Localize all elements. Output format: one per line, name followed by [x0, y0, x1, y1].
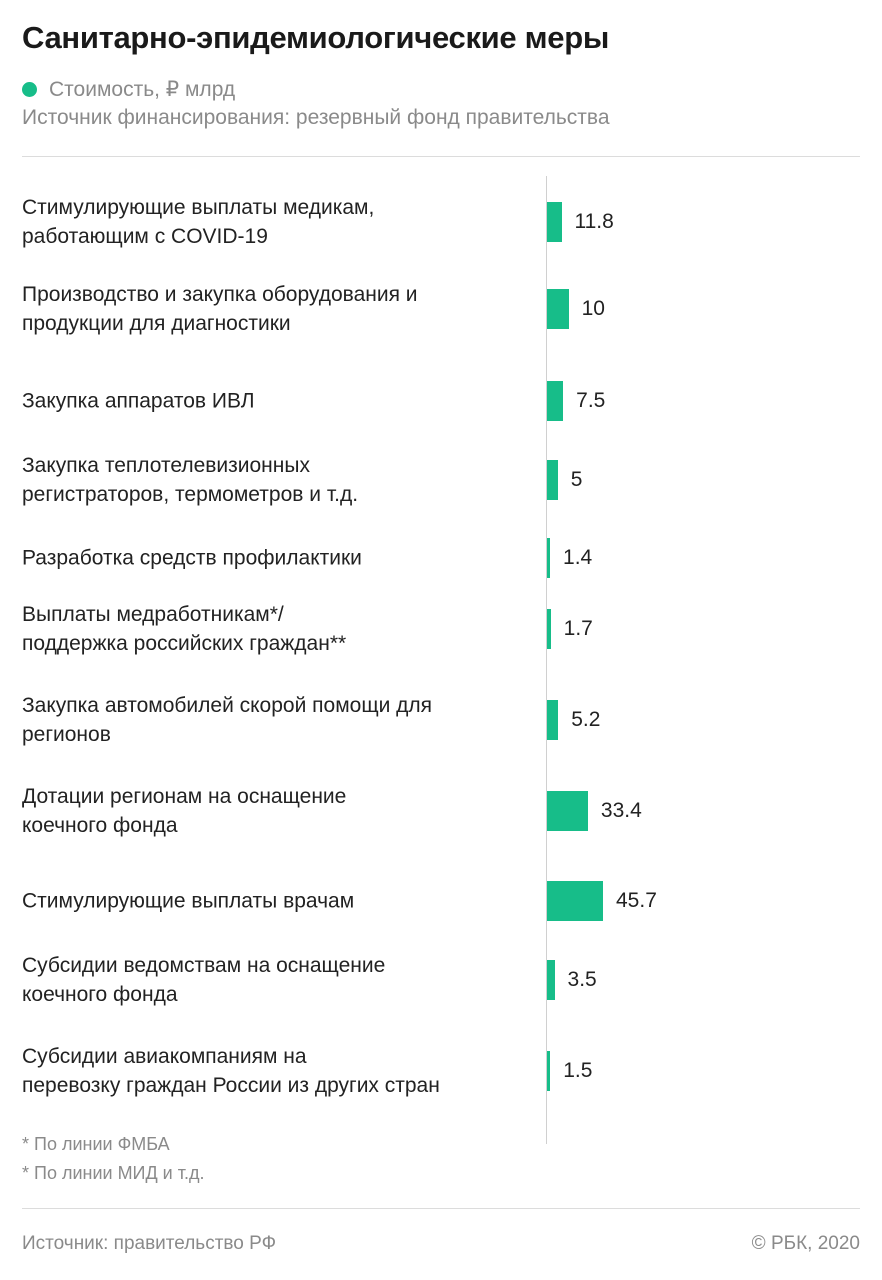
source-note: Источник: правительство РФ — [22, 1233, 277, 1254]
legend-color-dot-icon — [22, 81, 37, 97]
value-label: 3.5 — [567, 968, 597, 991]
bar — [547, 538, 550, 578]
category-label: Закупка автомобилей скорой помощи для рег… — [22, 694, 433, 746]
legend-label: Стоимость, ₽ млрд — [49, 77, 236, 101]
top-divider — [22, 156, 860, 157]
category-label: Закупка аппаратов ИВЛ — [22, 389, 255, 413]
value-label: 7.5 — [576, 389, 606, 412]
value-label: 45.7 — [616, 889, 657, 912]
category-label: Стимулирующие выплаты врачам — [22, 889, 355, 913]
value-axis-line — [546, 176, 547, 1144]
bar — [547, 881, 603, 921]
category-label: Выплаты медработникам*/поддержка российс… — [22, 603, 347, 655]
value-label: 10 — [581, 297, 605, 320]
bar — [547, 289, 569, 329]
value-label: 1.7 — [563, 617, 593, 640]
bar — [547, 700, 559, 740]
copyright: © РБК, 2020 — [751, 1233, 860, 1254]
category-label: Стимулирующие выплаты медикам, работающим… — [22, 196, 375, 248]
category-label: Дотации регионам на оснащение коечного фо… — [22, 785, 347, 837]
value-label: 5 — [570, 468, 583, 491]
footnote-2: * По линии МИД и т.д. — [22, 1163, 205, 1183]
bar — [547, 1051, 551, 1091]
chart-subtitle: Источник финансирования: резервный фонд … — [22, 106, 610, 129]
value-label: 11.8 — [574, 210, 614, 233]
category-label: Разработка средств профилактики — [22, 546, 362, 570]
category-label: Производство и закупка оборудования и про… — [22, 283, 418, 335]
value-label: 1.4 — [563, 546, 593, 569]
bar — [547, 960, 555, 1000]
bar — [547, 791, 588, 831]
value-label: 5.2 — [571, 708, 601, 731]
value-label: 33.4 — [600, 799, 642, 822]
value-label: 1.5 — [563, 1059, 593, 1082]
footnote-1: * По линии ФМБА — [22, 1134, 170, 1154]
category-label: Закупка теплотелевизионных регистраторов,… — [22, 454, 359, 506]
bar — [547, 460, 558, 500]
bar — [547, 202, 562, 242]
category-label: Субсидии авиакомпаниям на перевозку гражд… — [22, 1045, 440, 1097]
category-label: Субсидии ведомствам на оснащение коечного… — [22, 954, 386, 1006]
bar — [547, 381, 564, 421]
legend: Стоимость, ₽ млрд — [22, 76, 235, 102]
bottom-divider — [22, 1208, 860, 1209]
chart-title: Санитарно-эпидемиологические меры — [22, 20, 610, 55]
bar — [547, 609, 551, 649]
